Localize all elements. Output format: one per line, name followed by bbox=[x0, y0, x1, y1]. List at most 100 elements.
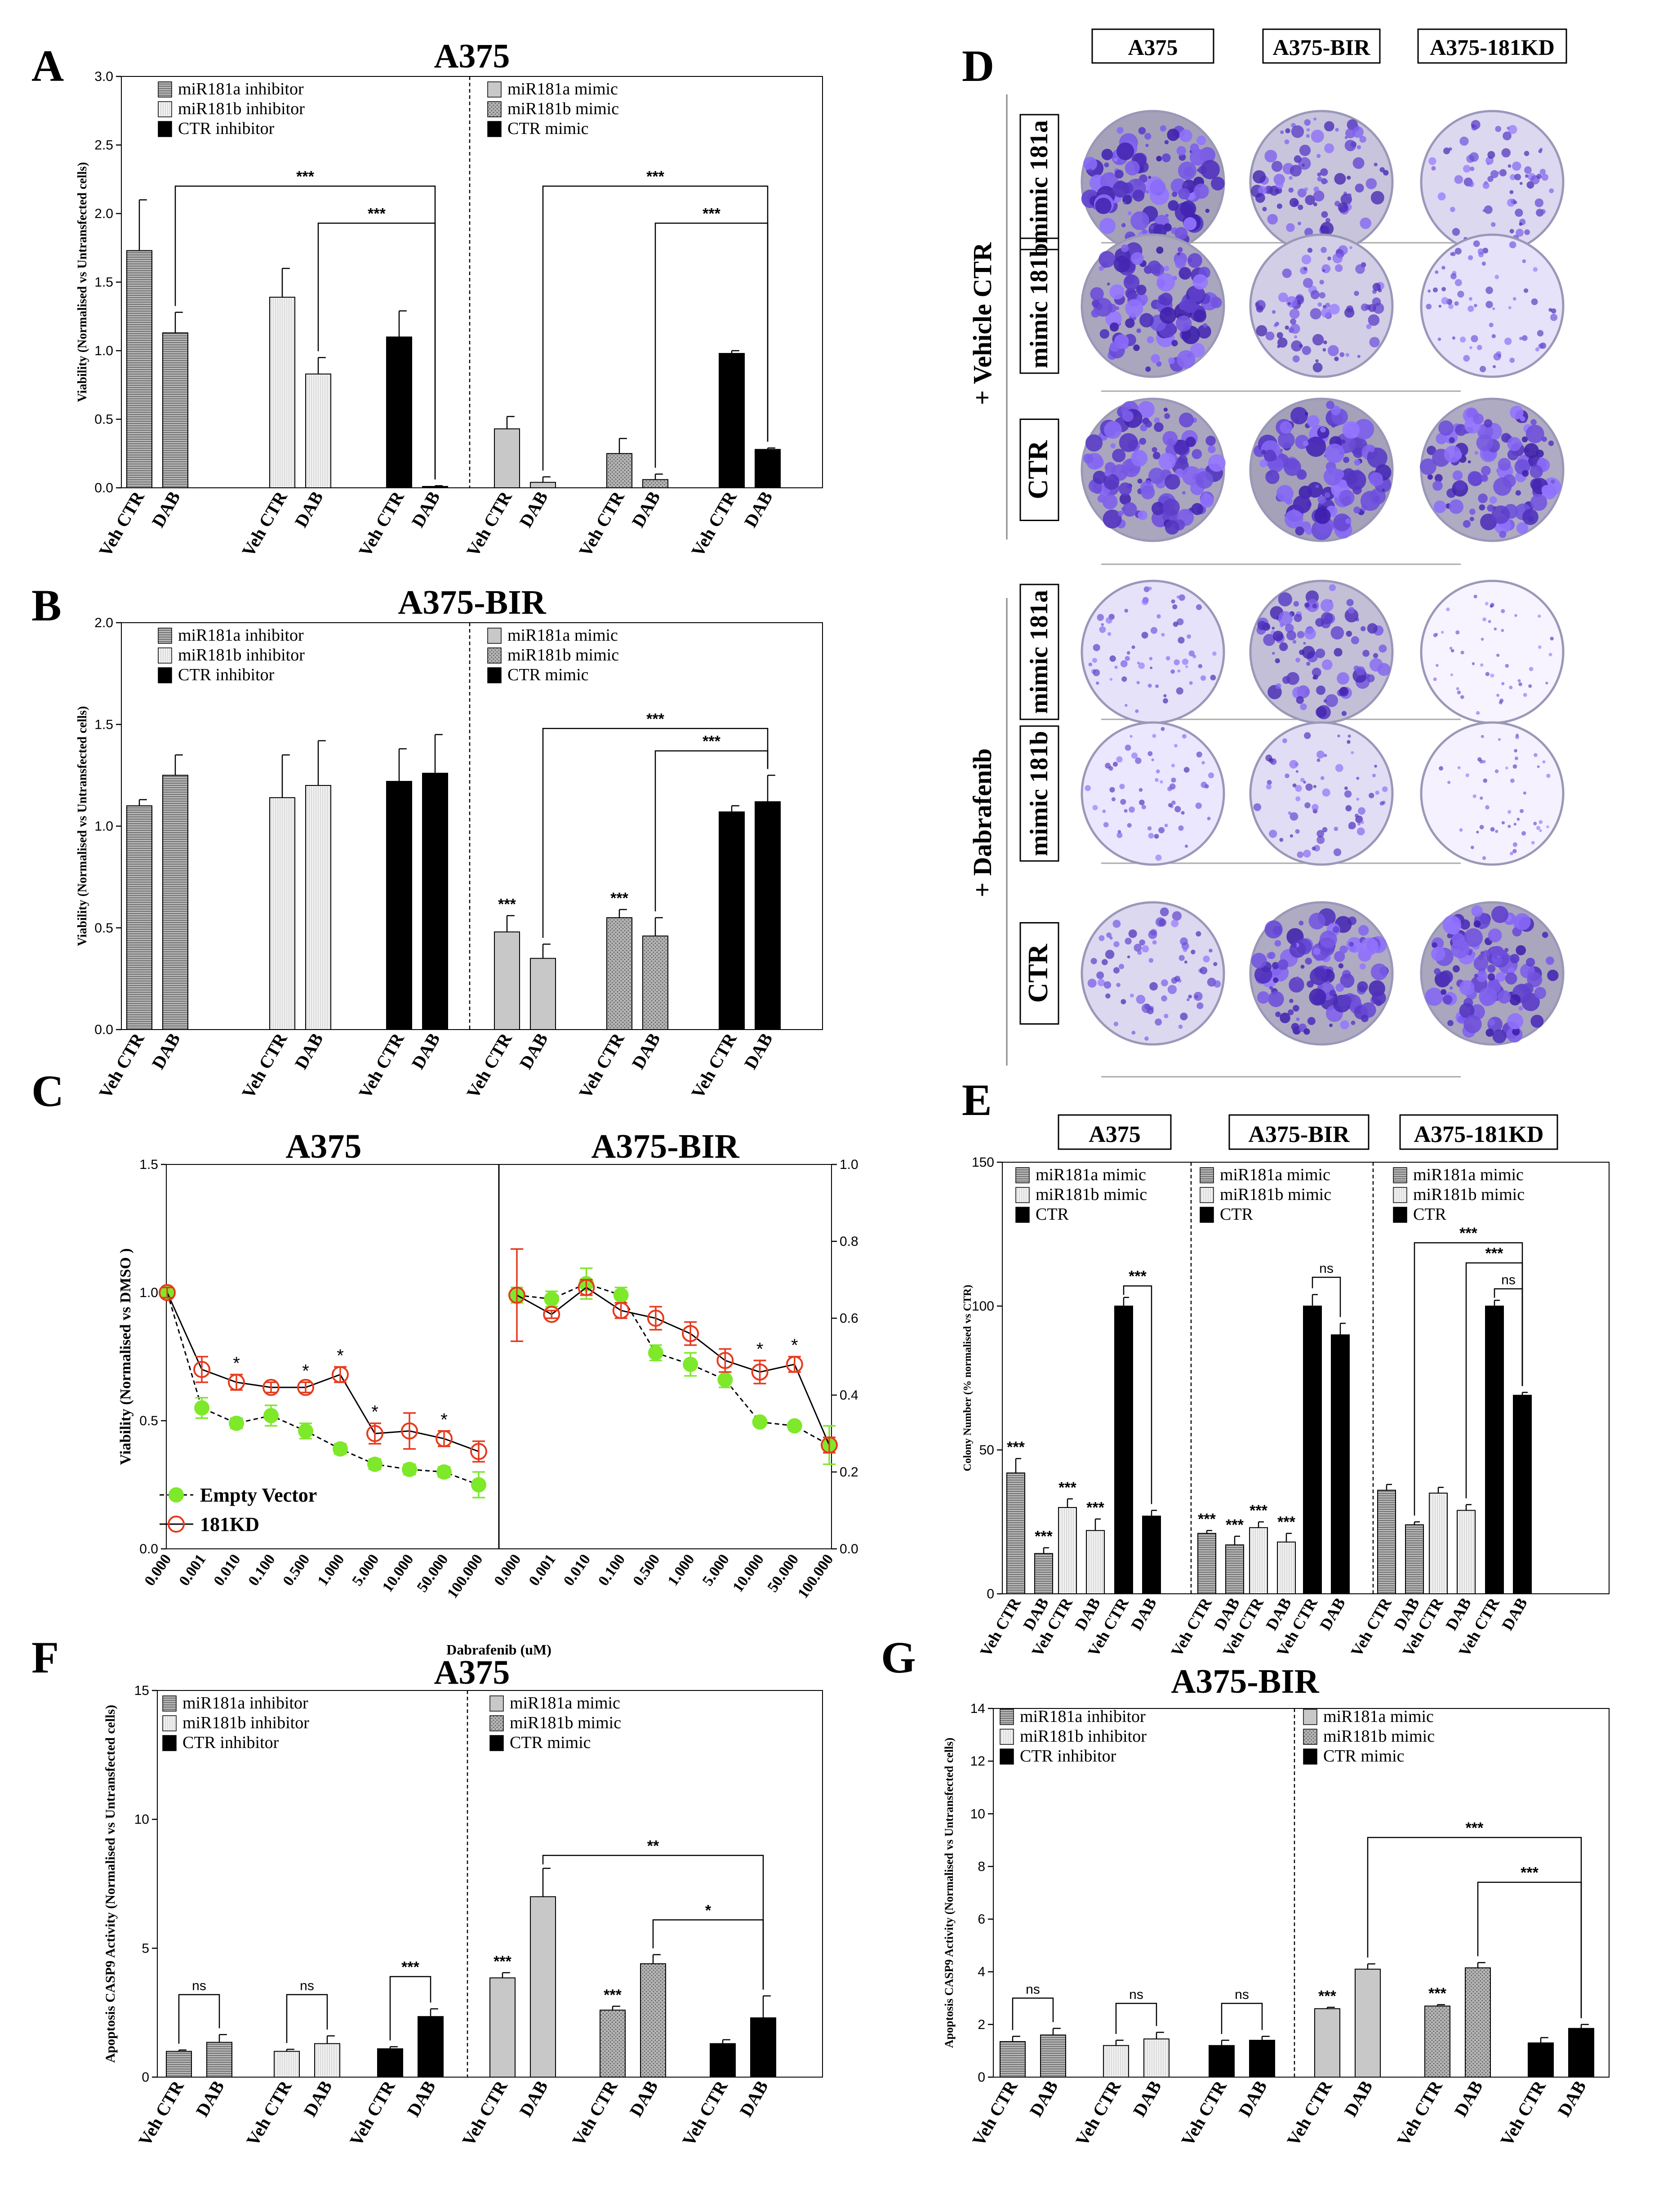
significance-star: *** bbox=[1058, 1479, 1076, 1496]
colony bbox=[1306, 134, 1310, 138]
colony bbox=[1497, 955, 1500, 959]
x-tick-label: 100.000 bbox=[444, 1551, 486, 1601]
x-tick-label: 5.000 bbox=[699, 1551, 733, 1589]
row-label: mimic 181a bbox=[1025, 120, 1053, 244]
colony bbox=[1324, 121, 1334, 132]
data-point bbox=[436, 1464, 452, 1480]
colony bbox=[1484, 419, 1493, 428]
colony bbox=[1442, 995, 1453, 1005]
legend-label: miR181b mimic bbox=[507, 99, 619, 118]
colony bbox=[1278, 592, 1292, 607]
colony bbox=[1346, 599, 1354, 607]
colony bbox=[1296, 1017, 1300, 1021]
x-category-label: DAB bbox=[628, 488, 664, 531]
colony bbox=[1308, 913, 1326, 930]
colony bbox=[1287, 302, 1291, 305]
colony bbox=[1360, 491, 1381, 511]
colony bbox=[1482, 760, 1486, 763]
colony bbox=[1178, 188, 1190, 200]
colony bbox=[1332, 253, 1343, 263]
colony bbox=[1128, 929, 1137, 938]
colony bbox=[1152, 447, 1157, 453]
colony bbox=[1427, 474, 1433, 480]
x-category-label: DAB bbox=[628, 1030, 664, 1073]
colony bbox=[1494, 769, 1499, 773]
colony bbox=[1521, 831, 1526, 836]
colony bbox=[1177, 252, 1181, 256]
colony bbox=[1432, 287, 1438, 293]
column-header: A375-BIR bbox=[1273, 35, 1371, 60]
colony bbox=[1256, 325, 1267, 337]
colony bbox=[1102, 494, 1118, 509]
colony bbox=[1193, 309, 1207, 323]
bar bbox=[1249, 1527, 1268, 1595]
colony bbox=[1526, 958, 1535, 967]
colony bbox=[1524, 166, 1532, 174]
legend-swatch bbox=[1015, 1207, 1030, 1223]
x-category-label: DAB bbox=[1450, 2077, 1487, 2120]
colony bbox=[1522, 470, 1529, 477]
bar bbox=[1528, 2042, 1554, 2078]
legend-label: miR181a mimic bbox=[1323, 1707, 1434, 1726]
row-label: mimic 181a bbox=[1025, 590, 1053, 714]
colony bbox=[1307, 415, 1320, 428]
colony bbox=[1302, 164, 1305, 167]
legend-swatch bbox=[1303, 1729, 1317, 1745]
x-category-label: Veh CTR bbox=[1347, 1594, 1395, 1659]
colony bbox=[1276, 203, 1282, 209]
bar bbox=[162, 332, 188, 488]
colony bbox=[1481, 474, 1487, 481]
bar bbox=[305, 785, 331, 1030]
legend-swatch bbox=[487, 121, 502, 137]
x-category-label: DAB bbox=[300, 2077, 336, 2120]
colony bbox=[1510, 778, 1515, 783]
colony bbox=[1134, 944, 1142, 952]
bar bbox=[422, 772, 448, 1030]
significance-label: *** bbox=[1521, 1864, 1539, 1882]
colony bbox=[1463, 520, 1471, 528]
colony bbox=[1432, 942, 1437, 948]
colony bbox=[1289, 198, 1299, 207]
colony bbox=[1510, 406, 1524, 419]
colony bbox=[1334, 648, 1343, 657]
chart-f: A375 0 5 10 15 Apoptosis CASP9 Activity (Norm… bbox=[103, 1654, 823, 2150]
colony bbox=[1268, 991, 1284, 1008]
colony bbox=[1528, 185, 1532, 189]
colony bbox=[1182, 658, 1189, 665]
colony bbox=[1495, 125, 1502, 132]
colony bbox=[1101, 148, 1113, 161]
data-point bbox=[716, 1352, 734, 1369]
significance-label: *** bbox=[401, 1958, 419, 1976]
colony bbox=[1163, 407, 1168, 412]
data-point bbox=[508, 1286, 525, 1304]
y-axis-label: Colony Number (% normalised vs CTR) bbox=[962, 1285, 974, 1472]
colony bbox=[1272, 651, 1275, 655]
colony bbox=[1487, 151, 1495, 159]
colony bbox=[1098, 251, 1116, 268]
colony bbox=[1266, 784, 1272, 790]
colony bbox=[1180, 201, 1196, 217]
colony bbox=[1088, 662, 1093, 667]
colony bbox=[1509, 229, 1514, 234]
colony bbox=[1486, 162, 1490, 165]
colony bbox=[1498, 458, 1511, 471]
colony bbox=[1524, 229, 1530, 235]
colony bbox=[1111, 797, 1116, 802]
colony bbox=[1152, 940, 1157, 945]
legend-label: 181KD bbox=[200, 1513, 259, 1535]
colony bbox=[1356, 776, 1360, 780]
colony bbox=[1175, 258, 1186, 269]
colony bbox=[1202, 323, 1208, 328]
x-tick-label: 0.100 bbox=[245, 1551, 278, 1589]
colony bbox=[1155, 684, 1159, 688]
colony bbox=[1472, 794, 1476, 798]
plot-frame bbox=[993, 1708, 1610, 2078]
colony bbox=[1103, 981, 1112, 989]
legend-swatch bbox=[487, 628, 502, 644]
colony bbox=[1297, 188, 1307, 198]
colony bbox=[1341, 439, 1346, 444]
colony bbox=[1339, 994, 1352, 1007]
y-tick-label: 1.0 bbox=[94, 343, 113, 358]
colony bbox=[1489, 322, 1494, 327]
colony bbox=[1156, 614, 1161, 619]
